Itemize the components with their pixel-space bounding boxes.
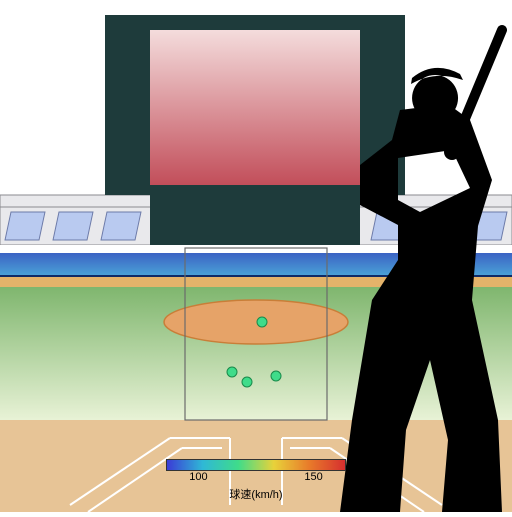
pitch-marker [227, 367, 237, 377]
pitch-marker [242, 377, 252, 387]
pitch-marker [271, 371, 281, 381]
pitch-location-chart: 100 150 球速(km/h) [0, 0, 512, 512]
velocity-legend: 100 150 球速(km/h) [166, 459, 346, 502]
velocity-legend-label: 球速(km/h) [166, 486, 346, 502]
velocity-legend-bar [166, 459, 346, 471]
velocity-legend-ticks: 100 150 [166, 471, 346, 485]
pitch-marker [257, 317, 267, 327]
legend-tick: 150 [304, 471, 322, 483]
scene-svg [0, 0, 512, 512]
legend-tick: 100 [189, 471, 207, 483]
